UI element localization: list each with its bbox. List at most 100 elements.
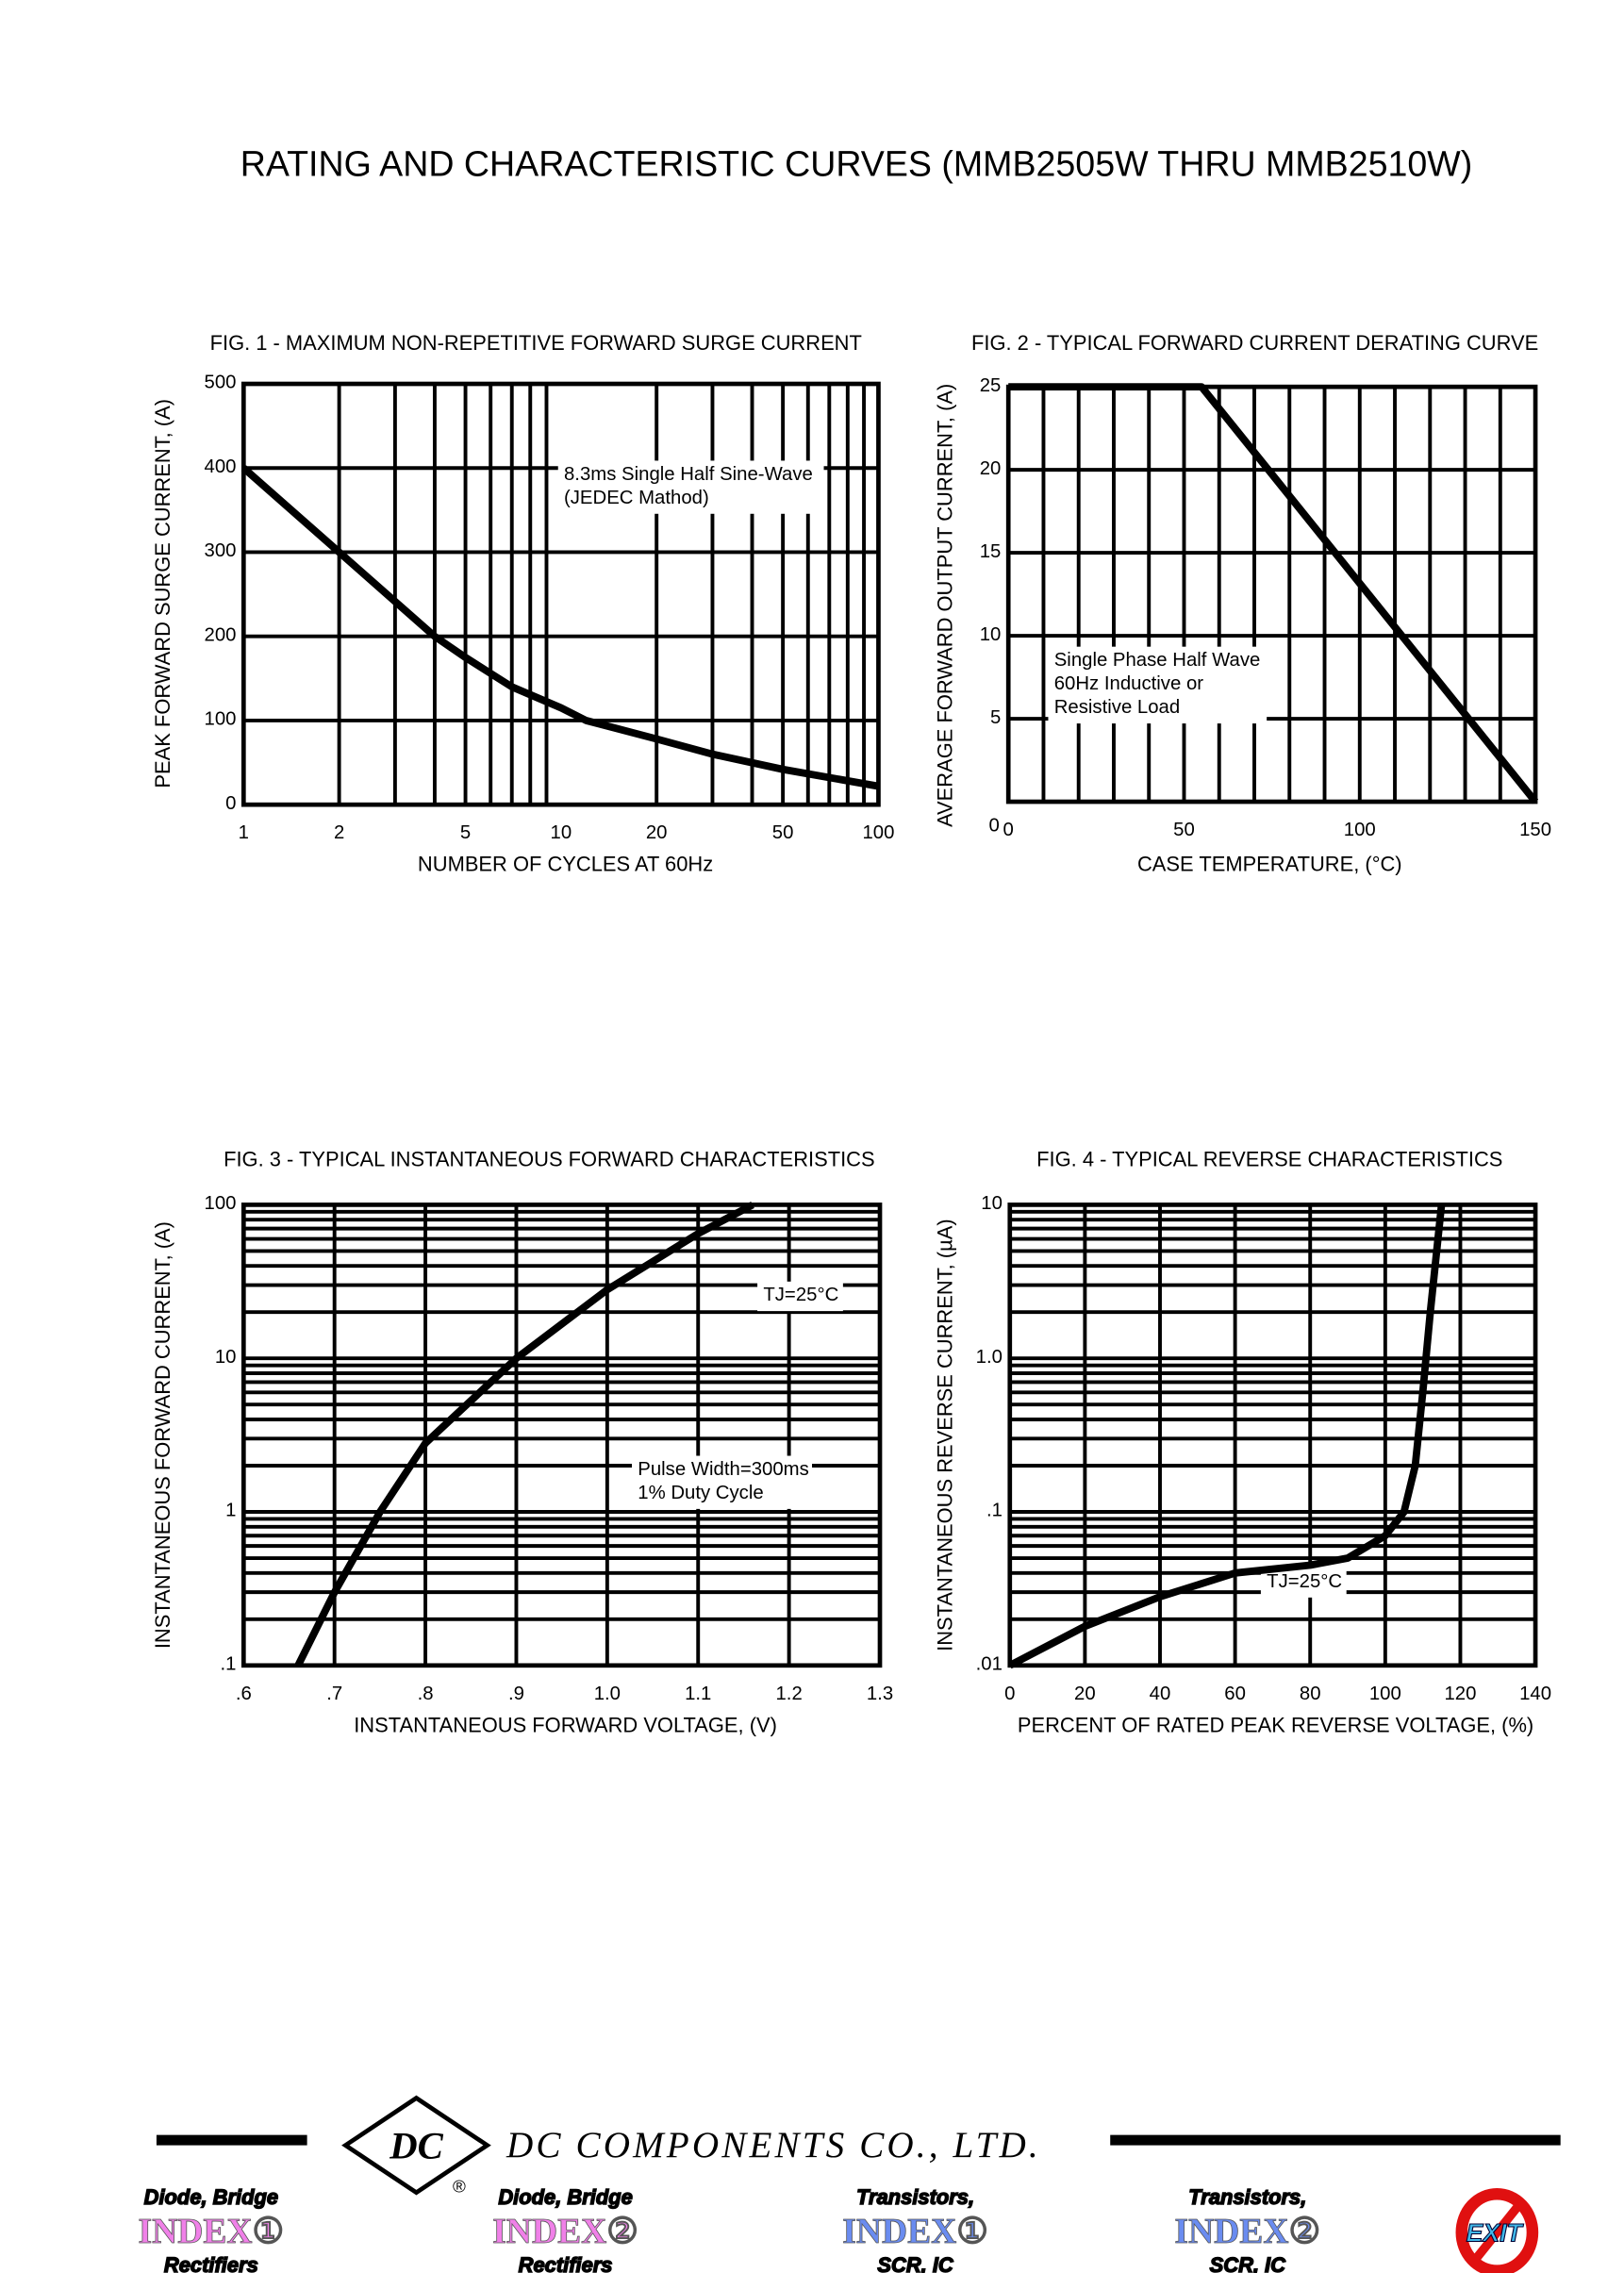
chart-fig-1: 8.3ms Single Half Sine-Wave (JEDEC Mathod… (151, 331, 894, 876)
y-tick-label: 25 (980, 375, 1002, 396)
annotation-pulse-bg (632, 1455, 812, 1509)
chart-fig-3: TJ=25°C Pulse Width=300ms 1% Duty Cycle .6.… (151, 1148, 893, 1737)
x-tick-label: 100 (1369, 1684, 1401, 1704)
data-series-curve (1008, 383, 1539, 805)
x-tick-label: 0 (1004, 1684, 1015, 1704)
x-tick-label: 100 (862, 822, 894, 843)
nav-index-label: INDEX② (1174, 2213, 1320, 2251)
data-series-curve (1007, 1203, 1446, 1669)
x-tick-label: 1.2 (775, 1684, 802, 1704)
y-tick-label: 10 (981, 1193, 1003, 1214)
plot-frame (1007, 1203, 1538, 1668)
y-tick-label: 200 (205, 624, 237, 645)
x-tick-label: 1 (239, 822, 249, 843)
plot-frame (240, 1203, 883, 1668)
y-tick-label: 1 (225, 1501, 236, 1521)
x-tick-label: 20 (1074, 1684, 1096, 1704)
annotation-load: Resistive Load (1054, 697, 1180, 718)
nav-top-label: Diode, Bridge (498, 2185, 632, 2209)
x-tick-label: 2 (334, 822, 344, 843)
x-axis-label: CASE TEMPERATURE, (°C) (1137, 853, 1402, 876)
exit-label: EXIT (1467, 2218, 1525, 2247)
x-axis-label: PERCENT OF RATED PEAK REVERSE VOLTAGE, (… (1018, 1713, 1533, 1736)
y-tick-label: .01 (976, 1654, 1003, 1675)
logo-text: DC (389, 2125, 443, 2167)
nav-top-label: Transistors, (856, 2185, 974, 2209)
y-tick-label: 0 (225, 793, 236, 814)
x-tick-label: 10 (551, 822, 572, 843)
charts: 8.3ms Single Half Sine-Wave (JEDEC Mathod… (151, 331, 1551, 1736)
x-tick-label: 1.3 (867, 1684, 893, 1704)
x-tick-label: 60 (1224, 1684, 1246, 1704)
nav-bottom-label: Rectifiers (164, 2253, 258, 2273)
nav-index-label: INDEX① (138, 2213, 284, 2251)
plot-frame (1005, 384, 1538, 805)
y-axis-label: INSTANTANEOUS FORWARD CURRENT, (A) (151, 1221, 174, 1649)
annotation-waveform: (JEDEC Mathod) (564, 488, 709, 508)
company-name: DC COMPONENTS CO., LTD. (505, 2125, 1041, 2165)
nav-index-label: INDEX① (842, 2213, 988, 2251)
y-tick-label: 300 (205, 540, 237, 561)
x-tick-label: 120 (1444, 1684, 1476, 1704)
chart-title: FIG. 2 - TYPICAL FORWARD CURRENT DERATIN… (971, 331, 1538, 355)
exit-ring-icon (1455, 2187, 1539, 2273)
y-tick-label: 10 (215, 1347, 237, 1368)
x-axis-label: NUMBER OF CYCLES AT 60Hz (418, 853, 713, 876)
y-tick-label: 400 (205, 456, 237, 477)
annotation-waveform: 8.3ms Single Half Sine-Wave (564, 464, 813, 485)
annotation-tj-bg (757, 1281, 843, 1312)
x-tick-label: .6 (236, 1684, 252, 1704)
annotation-tj: TJ=25°C (763, 1285, 838, 1305)
nav-top-label: Transistors, (1188, 2185, 1306, 2209)
annotation-tj: TJ=25°C (1267, 1571, 1342, 1592)
annotation-load: Single Phase Half Wave (1054, 650, 1261, 671)
x-tick-label: 150 (1519, 820, 1551, 840)
chart-title: FIG. 3 - TYPICAL INSTANTANEOUS FORWARD C… (224, 1148, 875, 1171)
nav-bottom-label: Rectifiers (519, 2253, 613, 2273)
x-tick-label: .8 (418, 1684, 434, 1704)
x-tick-label: .7 (326, 1684, 342, 1704)
annotation-load-bg (1048, 646, 1268, 724)
annotation-tj-bg (1260, 1568, 1347, 1598)
y-tick-label: 500 (205, 373, 237, 393)
x-tick-label: 1.0 (594, 1684, 621, 1704)
x-tick-label: 5 (460, 822, 471, 843)
y-tick-label: 5 (990, 707, 1001, 728)
page-title: RATING AND CHARACTERISTIC CURVES (MMB250… (240, 143, 1473, 183)
nav-bottom-label: SCR, IC (877, 2253, 954, 2273)
plot-frame (240, 381, 881, 807)
x-axis-label: INSTANTANEOUS FORWARD VOLTAGE, (V) (354, 1713, 777, 1736)
y-axis-label: INSTANTANEOUS REVERSE CURRENT, (µA) (934, 1219, 957, 1651)
x-tick-label: 1.1 (685, 1684, 711, 1704)
footer-rule-left (156, 2134, 307, 2146)
x-tick-label: 140 (1519, 1684, 1551, 1704)
chart-fig-4: TJ=25°C 0 20 40 60 80 100 120 140 .01 .1 1.0 10 FIG. … (934, 1148, 1551, 1737)
chart-title: FIG. 1 - MAXIMUM NON-REPETITIVE FORWARD … (210, 331, 862, 355)
annotation-pulse: Pulse Width=300ms (638, 1459, 809, 1480)
x-tick-label: 80 (1300, 1684, 1321, 1704)
exit-slash-icon (1469, 2199, 1525, 2265)
y-tick-label: 10 (980, 624, 1002, 645)
footer: DC ® DC COMPONENTS CO., LTD. Diode, Brid… (138, 2095, 1561, 2273)
x-tick-label: 50 (1173, 820, 1195, 840)
nav-index-label: INDEX② (492, 2213, 638, 2251)
y-tick-label: 100 (205, 709, 237, 730)
y-tick-label: .1 (221, 1654, 237, 1675)
registered-mark: ® (453, 2177, 466, 2197)
data-series-curve (240, 465, 880, 790)
y-tick-label: 1.0 (976, 1347, 1003, 1368)
footer-rule-right (1110, 2134, 1561, 2146)
x-tick-label: 50 (772, 822, 794, 843)
exit-button[interactable]: EXIT (1455, 2187, 1539, 2273)
annotation-waveform-bg (557, 460, 824, 514)
x-tick-label: .9 (508, 1684, 524, 1704)
nav-bottom-label: SCR, IC (1210, 2253, 1287, 2273)
x-tick-label: 0 (1003, 820, 1014, 840)
